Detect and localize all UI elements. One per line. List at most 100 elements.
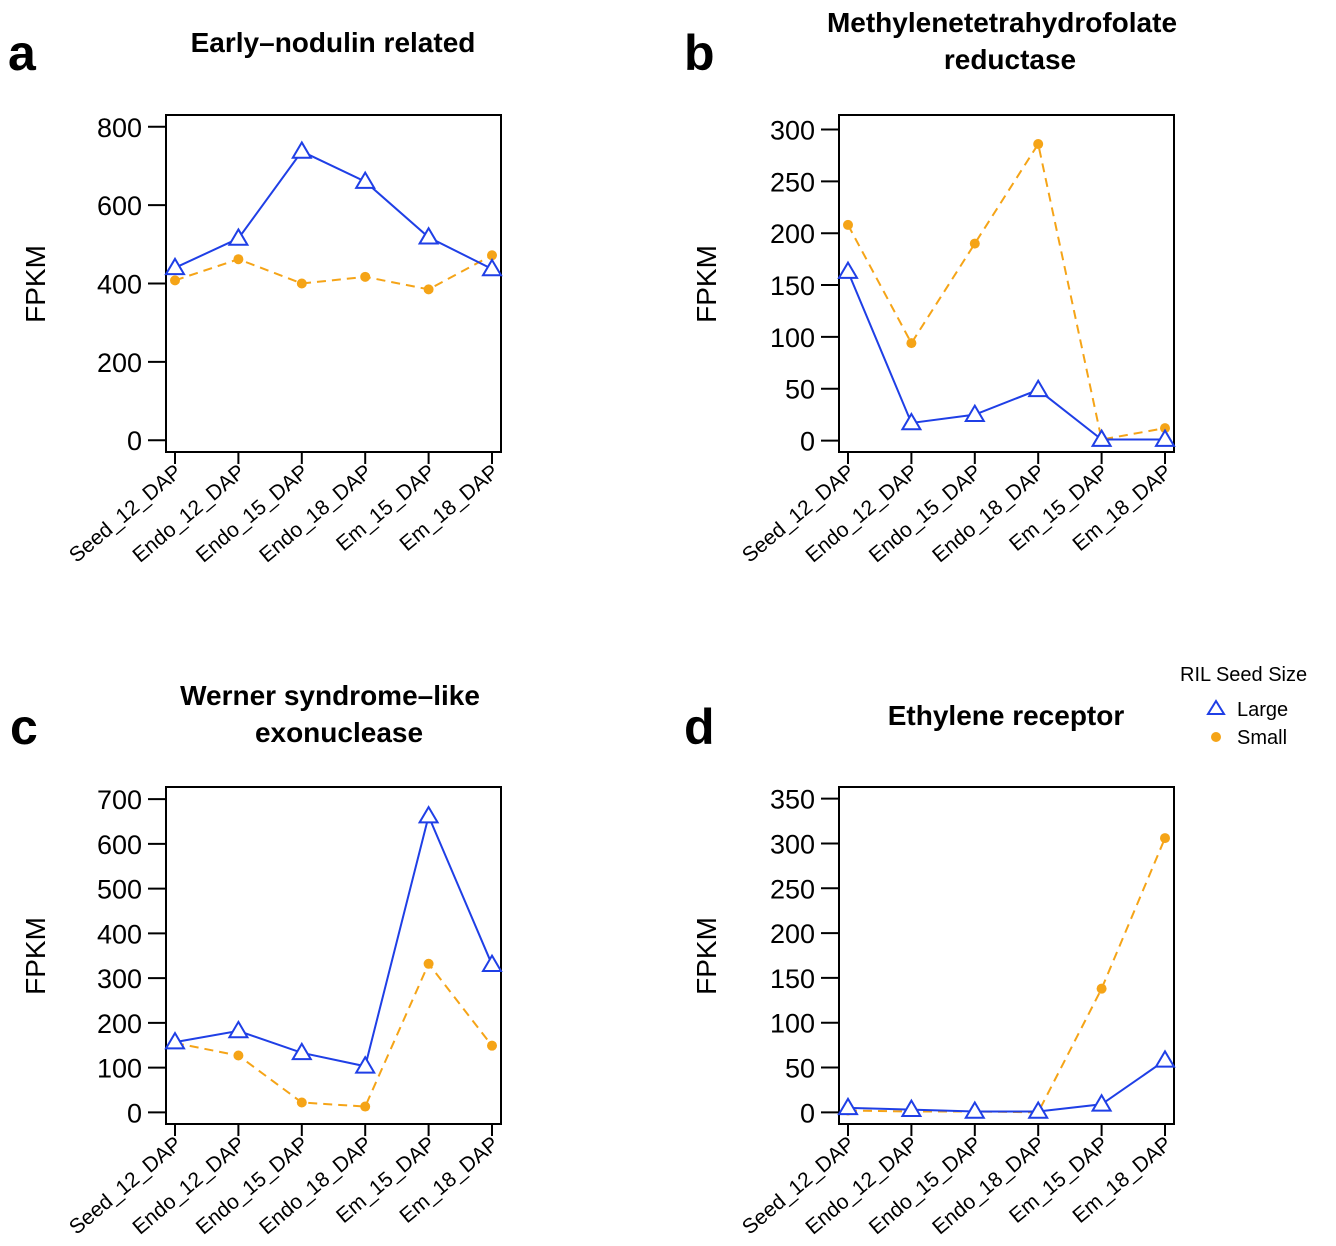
panel-c-y-axis-title: FPKM	[20, 917, 51, 995]
panel-b-y-tick-label-4: 200	[770, 219, 815, 249]
panel-a-x-label-0: Seed_12_DAP	[65, 460, 186, 567]
panel-b-title-line-2: reductase	[944, 44, 1076, 75]
panel-d-small-point-4	[1096, 983, 1107, 994]
panel-b-y-tick-label-1: 50	[785, 375, 815, 405]
panel-a-x-label-1: Endo_12_DAP	[128, 460, 249, 567]
panel-c-large-point-4	[417, 805, 440, 824]
panel-d-x-label-0: Seed_12_DAP	[738, 1132, 859, 1239]
panel-b-marks: 0 50 100 150 200 250 300 Seed_12_DAPEndo_12_DAP…	[738, 116, 1176, 568]
panel-a-small-point-3	[360, 271, 371, 282]
panel-a-y-tick-label-2: 400	[97, 270, 142, 300]
panel-c-y-tick-label-5: 500	[97, 875, 142, 905]
panel-a: a Early–nodulin related FPKM 0 200 400 600 8…	[8, 25, 503, 567]
panel-c-small-line	[174, 961, 493, 1108]
panel-d-x-label-2: Endo_15_DAP	[865, 1132, 986, 1239]
panel-b-large-point-1	[900, 411, 923, 431]
panel-b-x-label-2: Endo_15_DAP	[865, 460, 986, 567]
panel-c-large-point-0	[164, 1031, 186, 1050]
panel-c-small-point-4	[423, 958, 434, 969]
panel-b-y-tick-label-6: 300	[770, 116, 815, 146]
panel-d-title: Ethylene receptor	[888, 700, 1125, 731]
panel-c-letter: c	[10, 699, 38, 755]
legend-large-triangle-icon	[1206, 699, 1226, 715]
panel-c-large-point-2	[291, 1041, 313, 1061]
panel-c-x-label-3: Endo_18_DAP	[255, 1132, 376, 1239]
panel-a-x-label-2: Endo_15_DAP	[192, 460, 313, 567]
legend: RIL Seed Size Large Small	[1180, 664, 1307, 749]
panel-b-x-label-1: Endo_12_DAP	[801, 460, 922, 567]
panel-c-y-tick-label-4: 400	[97, 919, 142, 949]
panel-a-small-point-4	[423, 284, 434, 295]
panel-a-large-point-1	[227, 227, 250, 246]
panel-c-x-label-1: Endo_12_DAP	[128, 1132, 249, 1239]
panel-a-y-tick-label-3: 600	[97, 191, 142, 221]
panel-d-large-point-4	[1090, 1093, 1113, 1112]
panel-c-y-tick-label-2: 200	[97, 1009, 142, 1039]
panel-c-y-tick-label-6: 600	[97, 830, 142, 860]
panel-a-large-line	[174, 150, 493, 270]
panel-b: b Methylenetetrahydrofolate reductase FP…	[684, 7, 1177, 567]
legend-large-label: Large	[1237, 699, 1288, 721]
panel-b-y-tick-label-5: 250	[770, 167, 815, 197]
panel-b-title-line-1: Methylenetetrahydrofolate	[827, 7, 1177, 38]
panel-a-x-label-3: Endo_18_DAP	[255, 460, 376, 567]
panel-a-large-point-3	[354, 170, 376, 189]
legend-small-dot-icon	[1211, 732, 1221, 742]
panel-b-x-label-0: Seed_12_DAP	[738, 460, 859, 567]
panel-a-small-point-5	[487, 250, 497, 261]
panel-b-small-point-5	[1160, 423, 1170, 434]
panel-d-large-point-2	[964, 1100, 986, 1119]
panel-d-y-tick-label-2: 100	[770, 1009, 815, 1039]
panel-b-small-point-2	[969, 238, 980, 249]
panel-d-small-line	[847, 837, 1166, 1114]
panel-b-large-line	[847, 271, 1165, 441]
panel-c-title-line-1: Werner syndrome–like	[180, 680, 480, 711]
panel-a-y-axis-title: FPKM	[20, 245, 51, 323]
panel-a-y-tick-label-0: 0	[127, 426, 142, 456]
panel-d-y-tick-label-1: 50	[785, 1054, 815, 1084]
panel-d-y-tick-label-0: 0	[800, 1098, 815, 1128]
panel-c: c Werner syndrome–like exonuclease FPKM …	[10, 680, 503, 1239]
panel-a-small-point-1	[233, 254, 244, 265]
panel-a-letter: a	[8, 25, 37, 81]
panel-b-large-point-5	[1154, 428, 1176, 447]
panel-a-marks: 0 200 400 600 800 Seed_12_DAPEndo_12_DAPEndo_…	[65, 113, 503, 567]
panel-a-y-tick-label-4: 800	[97, 113, 142, 143]
panel-a-small-line	[174, 254, 493, 291]
panel-a-large-point-5	[481, 258, 503, 277]
panel-d-y-axis-title: FPKM	[691, 917, 722, 995]
panel-b-plot-frame	[838, 114, 1175, 453]
panel-c-y-tick-label-1: 100	[97, 1054, 142, 1084]
panel-a-large-point-4	[417, 226, 440, 245]
panel-d-x-label-1: Endo_12_DAP	[801, 1132, 922, 1239]
panel-d: d Ethylene receptor FPKM 0 50 100 150 200 250…	[684, 699, 1176, 1239]
panel-b-small-point-1	[906, 338, 917, 349]
panel-b-letter: b	[684, 25, 715, 81]
panel-c-y-tick-label-0: 0	[127, 1098, 142, 1128]
panel-d-large-point-5	[1154, 1049, 1176, 1068]
panel-d-y-tick-label-5: 250	[770, 874, 815, 904]
panel-d-plot-frame	[838, 786, 1175, 1125]
panel-d-letter: d	[684, 699, 715, 755]
panel-c-y-tick-label-3: 300	[97, 964, 142, 994]
panel-c-large-point-3	[354, 1055, 376, 1074]
legend-small-label: Small	[1237, 727, 1287, 749]
panel-b-large-point-3	[1027, 378, 1049, 398]
panel-d-large-point-0	[837, 1096, 859, 1116]
panel-a-small-point-0	[170, 275, 180, 286]
panel-c-plot-frame	[165, 786, 502, 1125]
panel-c-marks: 0 100 200 300 400 500 600 700 Seed_12_DAPEndo_12…	[65, 785, 503, 1239]
panel-c-small-point-3	[360, 1101, 371, 1112]
panel-b-x-label-3: Endo_18_DAP	[928, 460, 1049, 567]
panel-b-y-axis-title: FPKM	[691, 245, 722, 323]
panel-c-small-point-5	[487, 1040, 497, 1051]
panel-a-y-tick-label-1: 200	[97, 348, 142, 378]
panel-d-large-point-3	[1027, 1100, 1049, 1119]
panel-b-y-tick-label-3: 150	[770, 271, 815, 301]
panel-c-large-point-5	[481, 953, 503, 972]
panel-d-x-label-3: Endo_18_DAP	[928, 1132, 1049, 1239]
panel-d-large-point-1	[900, 1098, 923, 1117]
panel-a-large-point-0	[164, 256, 186, 276]
panel-b-y-tick-label-2: 100	[770, 323, 815, 353]
